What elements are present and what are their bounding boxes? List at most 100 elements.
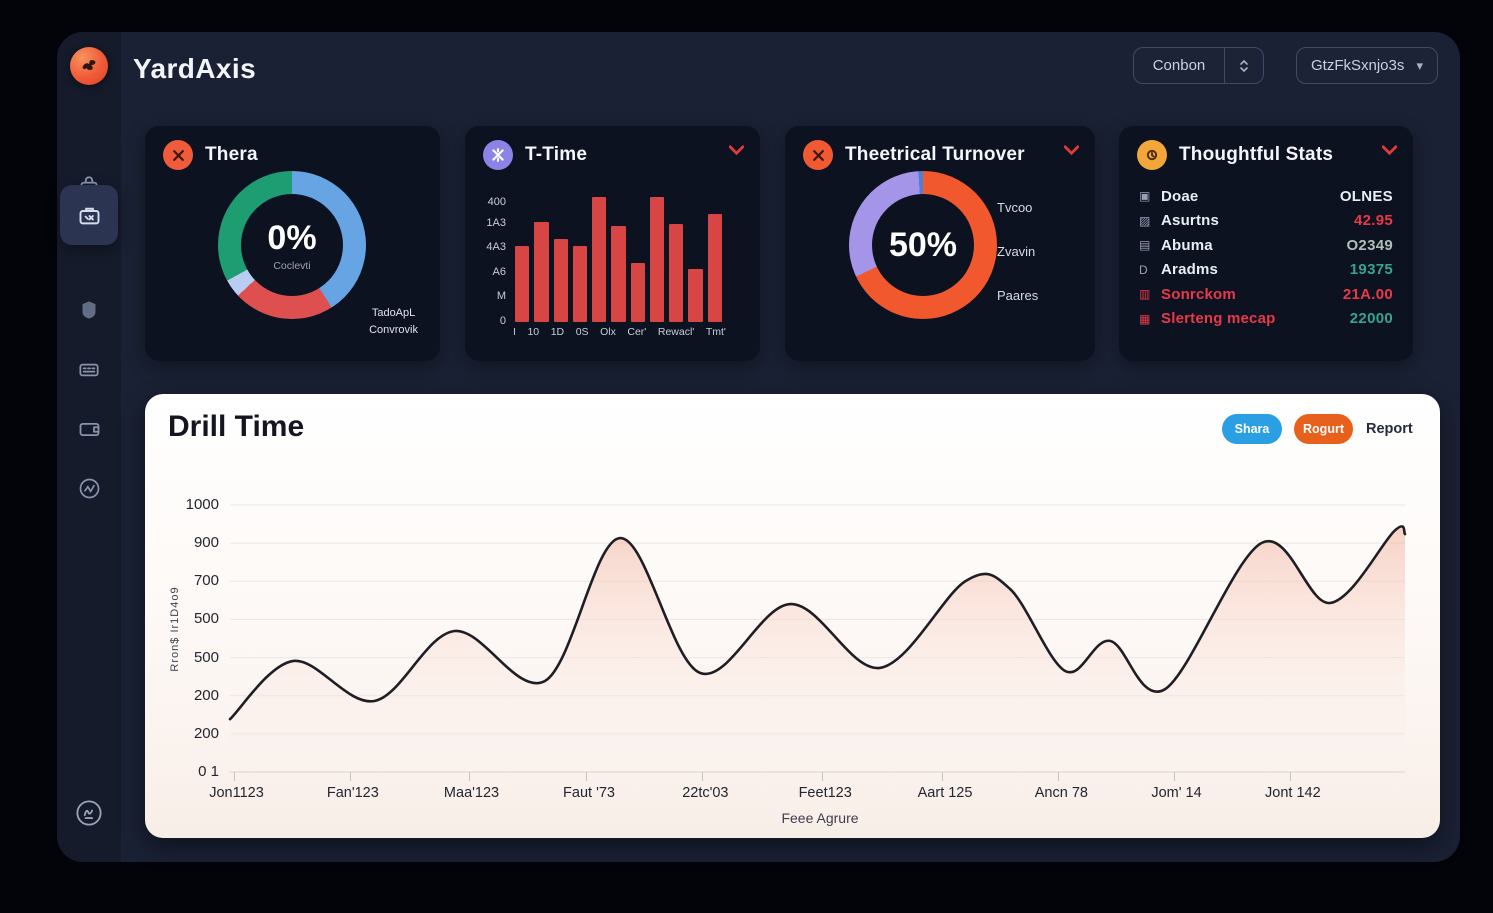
x-tick-label: Jom' 14 [1151,785,1202,801]
bar [515,246,530,322]
stat-row-value: 42.95 [1353,212,1393,230]
report-link[interactable]: Report [1366,421,1413,437]
x-tick-mark [1173,772,1175,781]
turnover-title: Theetrical Turnover [845,144,1025,165]
list-item: I [513,326,516,338]
y-tick-label: 400 [487,196,506,208]
x-tick-label: Aart 125 [917,785,973,801]
x-tick-label: 22tc'03 [682,785,729,801]
stats-title: Thoughtful Stats [1179,144,1334,165]
bar [649,197,665,322]
ttime-badge-icon [483,140,513,170]
y-tick-label: 1A3 [486,217,506,229]
user-icon [72,796,106,835]
sidebar-user-button[interactable] [71,797,107,833]
stat-row-value: OLNES [1339,187,1393,205]
ttime-collapse-chevron-icon[interactable] [728,142,745,160]
list-item: 1D [550,326,565,338]
drill-title: Drill Time [168,410,305,443]
list-item: Zvavin [997,244,1036,259]
x-tick-label: Feet123 [798,785,852,801]
stat-row-icon: ▥ [1139,287,1151,302]
stat-row-label: Slerteng mecap [1161,310,1276,328]
x-tick-label: Maa'123 [443,785,500,801]
stat-row-icon: D [1139,262,1148,277]
bar [707,214,722,322]
sidebar-item-keyboard[interactable] [70,351,108,389]
chevron-down-icon: ▾ [1416,57,1423,73]
report-button[interactable]: Rogurt [1294,414,1353,444]
turnover-badge-icon [803,140,833,170]
list-item: Cer' [627,326,647,338]
list-item: Tvcoo [997,200,1033,215]
y-tick-label: 4A3 [486,241,506,253]
y-tick-label: 700 [193,572,219,590]
share-button[interactable]: Shara [1222,414,1282,444]
y-tick-label: 200 [193,724,219,742]
y-tick-label: 200 [193,686,219,704]
x-tick-label: Fan'123 [326,785,379,801]
stat-row-label: Sonrckom [1161,285,1236,303]
bar [630,263,645,322]
stat-row: ▦ Slerteng mecap 22000 [1139,307,1393,332]
sidebar-item-wallet[interactable] [70,410,108,448]
thera-corner-label: TadoApL Convrovik [369,306,418,336]
drill-area-chart [228,495,1407,773]
stat-row-label: Aradms [1161,261,1219,279]
card-ttime: T-Time 400 1A3 4A3 A6 M 0 I 10 1D 0S Olx Cer' Rewac… [465,126,760,361]
x-tick-mark [702,772,704,781]
stats-list: ▣ Doae OLNES ▨ Asurtns 42.95 ▤ Abuma O2349 D Aradm… [1139,184,1393,331]
stat-row: ▣ Doae OLNES [1139,184,1393,209]
stats-collapse-chevron-icon[interactable] [1381,142,1398,160]
x-tick-label: Jon1123 [209,785,264,801]
stat-row-label: Abuma [1161,236,1213,254]
x-tick-label: Faut '73 [563,785,615,801]
x-tick-label: Jont 142 [1265,785,1321,801]
sidebar-item-shield[interactable] [70,291,108,329]
drill-x-axis-title: Feee Agrure [781,810,859,826]
stat-row-icon: ▣ [1139,189,1151,204]
dropdown-right[interactable]: GtzFkSxnjo3s ▾ [1296,47,1438,84]
thera-center-label: Coclevti [273,259,311,272]
turnover-center-value: 50% [888,225,958,264]
y-tick-label: 1000 [185,496,219,513]
y-tick-label: 500 [193,610,219,628]
list-item: 10 [527,326,540,338]
sidebar-item-briefcase[interactable] [60,185,118,245]
dropdown-left[interactable]: Conbon [1133,47,1264,84]
sidebar [57,32,121,862]
stat-row-value: 21A.00 [1342,285,1393,303]
x-tick-mark [822,772,824,781]
y-tick-label: 900 [193,534,219,552]
sidebar-item-activity[interactable] [70,469,108,507]
card-drill-time: Drill Time Shara Rogurt Report Rron$ Ir1… [145,394,1440,838]
stat-row-label: Asurtns [1161,212,1220,230]
y-tick-label: 0 [499,315,506,327]
y-tick-label: 500 [193,648,219,666]
turnover-legend: Tvcoo Zvavin Paares [997,200,1038,303]
x-tick-mark [349,772,351,781]
ttime-y-axis: 400 1A3 4A3 A6 M 0 [465,126,509,361]
bar [669,224,684,322]
y-tick-label: M [496,290,506,302]
ttime-x-axis: I 10 1D 0S Olx Cer' Rewacl' Tmt' [513,326,726,338]
x-tick-mark [1289,772,1291,781]
card-stats: Thoughtful Stats ▣ Doae OLNES ▨ Asurtns 42.95… [1119,126,1413,361]
x-tick-mark [468,772,470,781]
stat-row: D Aradms 19375 [1139,258,1393,283]
turnover-collapse-chevron-icon[interactable] [1063,142,1080,160]
stat-row: ▨ Asurtns 42.95 [1139,209,1393,234]
dropdown-left-label: Conbon [1152,57,1206,74]
bar [592,197,607,322]
shield-icon [76,297,102,323]
dropdown-right-label: GtzFkSxnjo3s [1311,57,1405,74]
y-tick-label: A6 [492,266,506,278]
stat-row: ▤ Abuma O2349 [1139,233,1393,258]
stat-row-icon: ▨ [1139,213,1151,228]
list-item: Paares [997,288,1039,303]
stat-row-value: 22000 [1349,310,1393,328]
ttime-title: T-Time [525,144,588,165]
stat-row: ▥ Sonrckom 21A.00 [1139,282,1393,307]
stat-row-icon: ▤ [1139,238,1151,253]
